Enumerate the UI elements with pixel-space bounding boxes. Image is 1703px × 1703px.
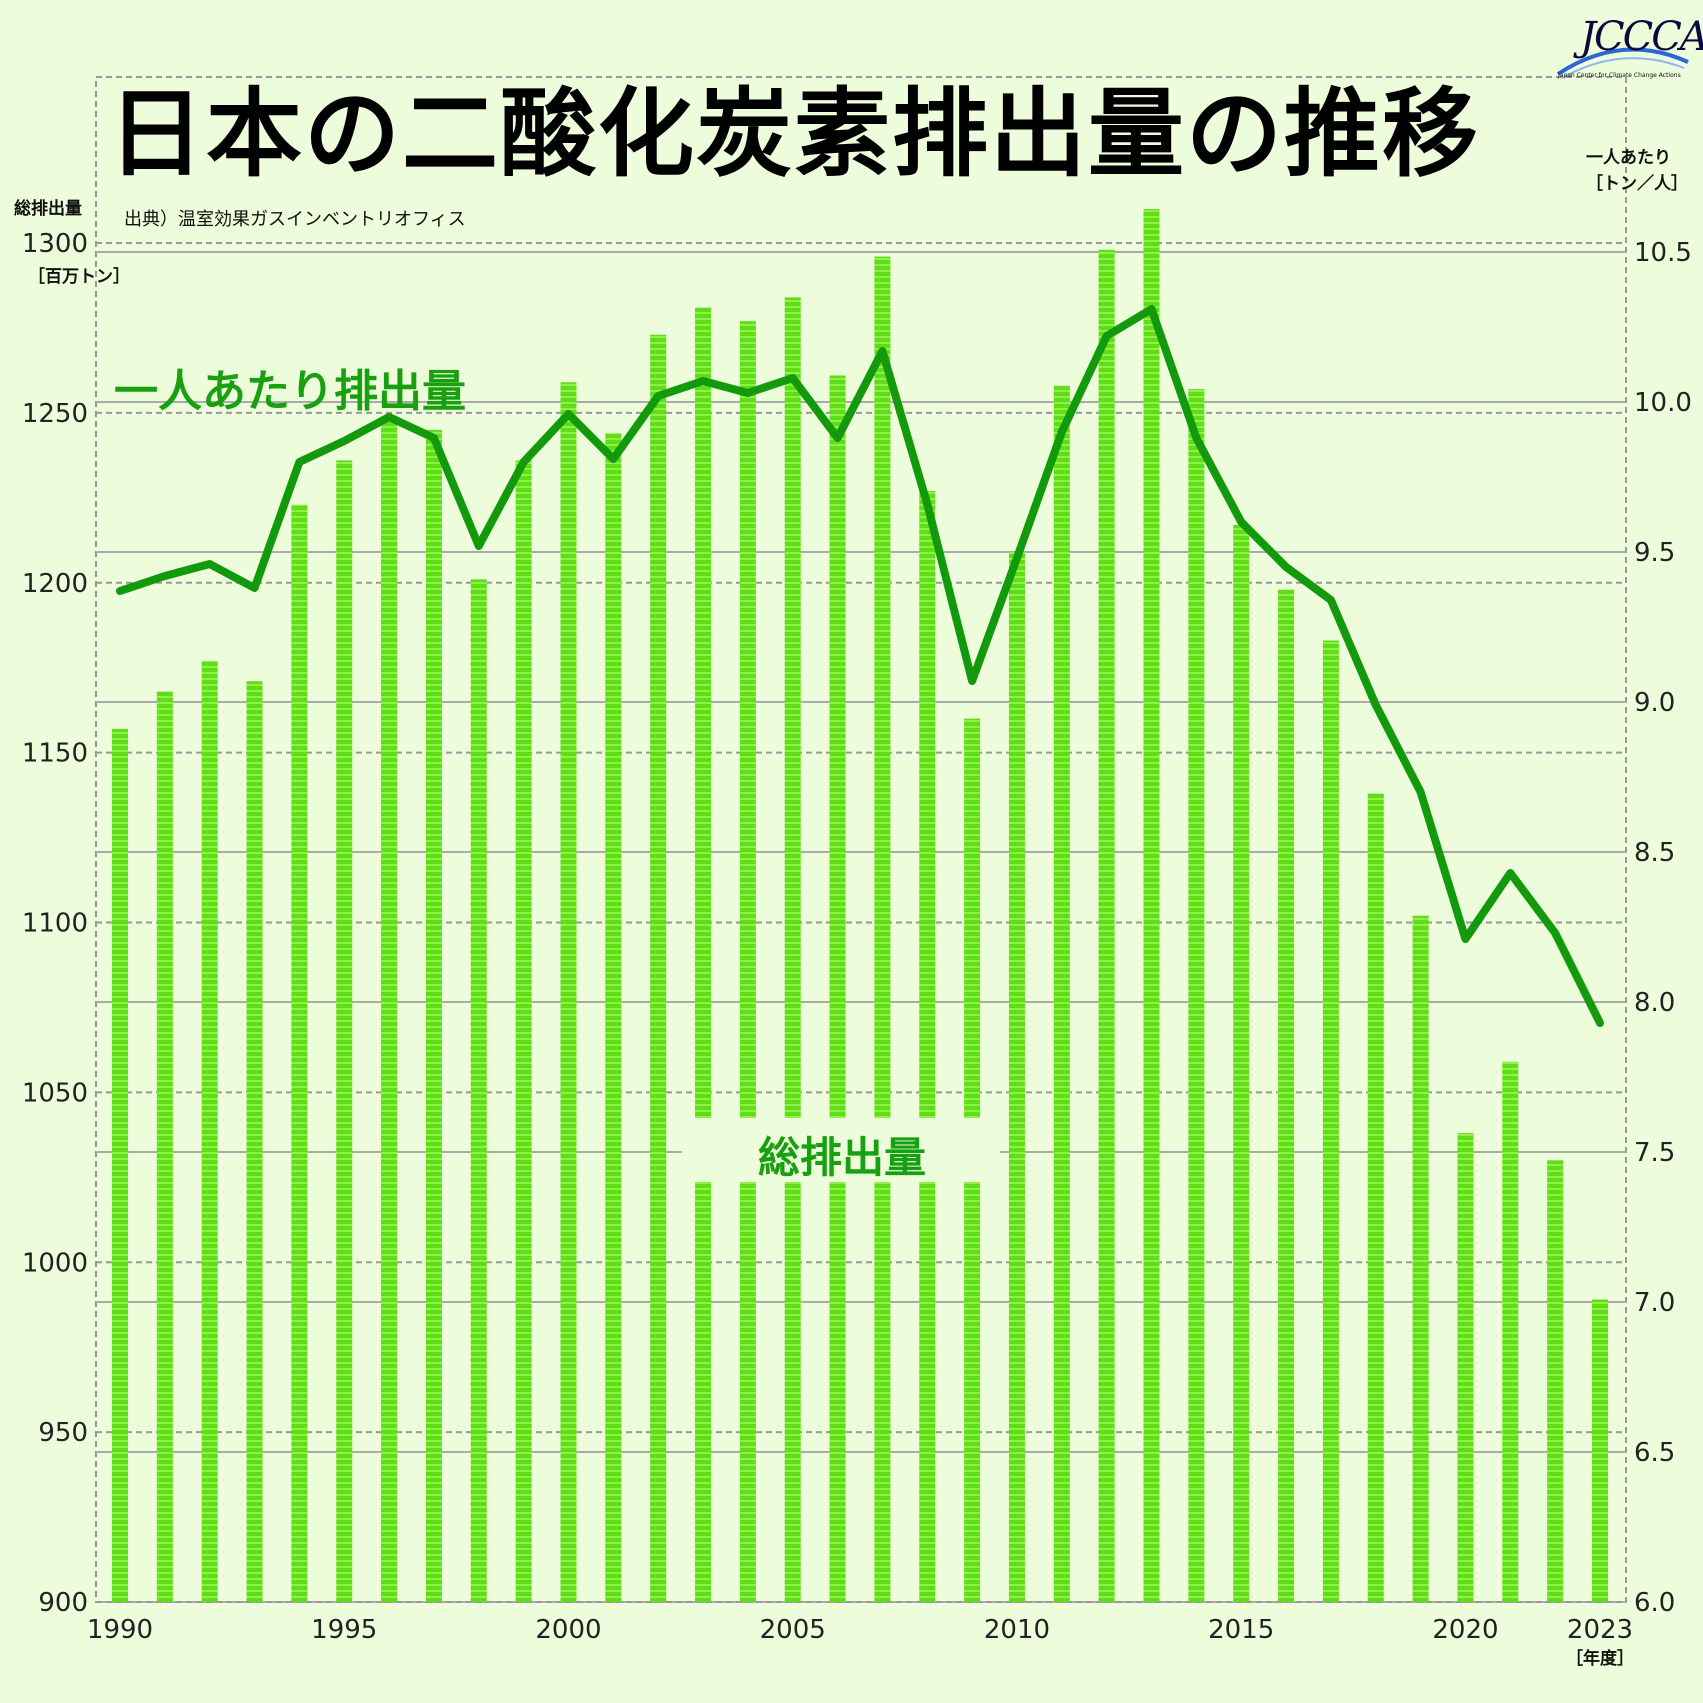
x-tick-label: 1995 [311,1615,377,1645]
left-axis-title: 総排出量 [14,194,82,219]
jccca-logo: JCCCA Japan Center for Climate Change Ac… [1552,12,1692,82]
x-tick-label: 2020 [1432,1615,1498,1645]
x-tick-label: 2023 [1567,1615,1633,1645]
bar-2015 [1233,525,1249,1602]
right-tick-label: 9.0 [1634,688,1675,718]
bar-2004 [740,321,756,1602]
bar-2016 [1278,590,1294,1602]
bar-2013 [1144,209,1160,1602]
left-tick-label: 1250 [22,399,88,429]
x-tick-label: 2005 [760,1615,826,1645]
x-tick-label: 2015 [1208,1615,1274,1645]
right-tick-label: 6.5 [1634,1438,1675,1468]
x-tick-label: 2000 [535,1615,601,1645]
left-tick-label: 950 [38,1418,88,1448]
plot-frame [96,77,1626,1602]
left-tick-label: 900 [38,1588,88,1618]
bar-2020 [1457,1133,1473,1602]
right-axis-unit: ［トン／人］ [1586,169,1688,194]
bar-2006 [830,376,846,1602]
bar-1995 [336,460,352,1602]
bar-2000 [560,382,576,1602]
right-tick-label: 9.5 [1634,538,1675,568]
right-tick-label: 8.0 [1634,988,1675,1018]
bar-2010 [1009,552,1025,1602]
right-tick-label: 8.5 [1634,838,1675,868]
left-tick-label: 1200 [22,569,88,599]
bar-2018 [1368,793,1384,1602]
source-note: 出典）温室効果ガスインベントリオフィス [124,205,466,231]
bar-1998 [471,579,487,1602]
bar-1993 [247,681,263,1602]
series-label-total: 総排出量 [758,1124,926,1185]
page-title: 日本の二酸化炭素排出量の推移 [108,86,1480,182]
bar-2017 [1323,641,1339,1602]
bar-2022 [1547,1160,1563,1602]
bar-1997 [426,430,442,1602]
bar-1991 [157,691,173,1602]
bar-1996 [381,416,397,1602]
right-tick-label: 6.0 [1634,1588,1675,1618]
x-tick-label: 2010 [984,1615,1050,1645]
bar-2014 [1188,389,1204,1602]
left-axis-ticks: 900 950 1000 1050 1100 1150 1200 1250 1300 [22,229,88,1618]
bar-2007 [874,257,890,1602]
x-axis-unit: ［年度］ [1566,1644,1634,1669]
right-tick-label: 7.0 [1634,1288,1675,1318]
logo-text: JCCCA [1580,14,1703,60]
plot-border [96,77,1626,1602]
bar-1992 [202,661,218,1602]
bar-2019 [1413,916,1429,1602]
left-tick-label: 1050 [22,1078,88,1108]
bar-2003 [695,308,711,1602]
left-tick-label: 1100 [22,909,88,939]
right-axis-title: 一人あたり [1586,143,1671,168]
series-label-per-capita: 一人あたり排出量 [114,355,466,419]
bar-2011 [1054,386,1070,1602]
left-axis-unit: ［百万トン］ [28,262,130,287]
bar-2023 [1592,1300,1608,1602]
bar-2008 [919,491,935,1602]
x-tick-label: 1990 [87,1615,153,1645]
right-tick-label: 10.5 [1634,238,1692,268]
bar-1999 [516,460,532,1602]
bar-2021 [1502,1062,1518,1602]
right-tick-label: 7.5 [1634,1138,1675,1168]
bar-2005 [785,297,801,1602]
x-axis-ticks: 1990 1995 2000 2005 2010 2015 2020 2023 [87,1615,1633,1645]
logo-subtitle: Japan Center for Climate Change Actions [1558,72,1681,79]
bar-1990 [112,729,128,1602]
bar-1994 [291,505,307,1602]
left-tick-label: 1150 [22,739,88,769]
bar-2002 [650,335,666,1602]
left-tick-label: 1000 [22,1248,88,1278]
right-axis-ticks: 6.0 6.5 7.0 7.5 8.0 8.5 9.0 9.5 10.0 10.5 [1634,238,1692,1618]
bar-2001 [605,433,621,1602]
right-tick-label: 10.0 [1634,388,1692,418]
bar-2012 [1099,250,1115,1602]
left-tick-label: 1300 [22,229,88,259]
